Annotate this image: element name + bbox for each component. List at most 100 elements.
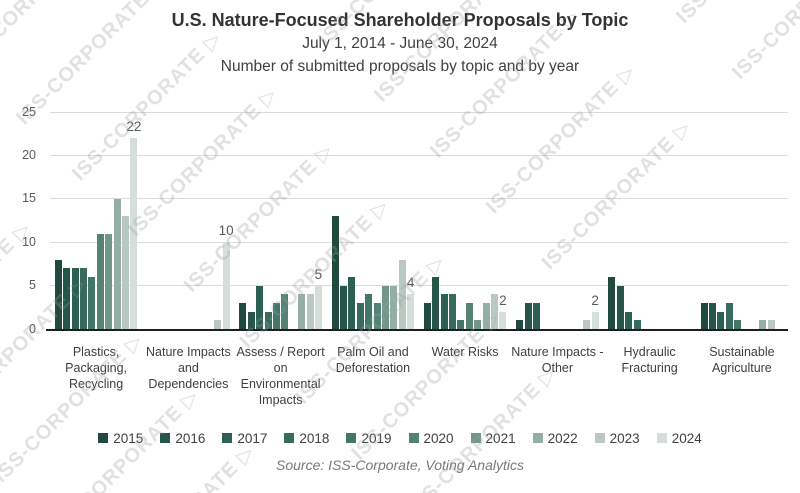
legend-item: 2016 (160, 431, 205, 446)
legend-swatch-2024 (656, 433, 667, 443)
bar-2015 (331, 216, 339, 329)
bar-2023 (122, 216, 129, 329)
legend-item: 2021 (470, 430, 516, 446)
y-axis-tick-label: 10 (22, 234, 36, 249)
bar-value-label: 5 (314, 266, 323, 282)
legend-year-label: 2021 (485, 430, 516, 446)
bar-2019 (457, 320, 465, 329)
bar-2018 (633, 320, 641, 329)
legend-year-label: 2017 (237, 430, 268, 446)
x-axis-category-label: Plastics, Packaging, Recycling (65, 345, 128, 391)
legend-year-label: 2022 (547, 430, 578, 446)
bar-2017 (532, 303, 540, 329)
bar-2017 (256, 285, 264, 329)
bar-2017 (348, 276, 356, 329)
legend-swatch-2023 (594, 433, 605, 443)
gridline (50, 241, 788, 243)
bar-2023 (306, 294, 314, 329)
bar-2016 (340, 285, 347, 329)
bar-2022 (113, 198, 121, 329)
bar-value-label: 2 (591, 292, 599, 308)
bar-value-label: 22 (126, 119, 142, 134)
bar-2016 (247, 311, 255, 329)
legend-year-label: 2019 (361, 430, 392, 446)
bar-2020 (465, 303, 473, 329)
x-axis-category-label: Water Risks (431, 345, 499, 359)
bar-2020 (373, 303, 381, 329)
bar-2019 (365, 294, 373, 329)
legend-swatch-2019 (346, 433, 357, 443)
chart-subtitle-date-range: July 1, 2014 - June 30, 2024 (302, 35, 498, 52)
bar-2017 (440, 294, 448, 329)
gridline (50, 154, 788, 156)
x-axis-category-label: Nature Impacts - Other (511, 345, 604, 375)
bar-2016 (709, 303, 716, 329)
bar-2018 (725, 303, 733, 329)
bar-2015 (700, 303, 708, 329)
bar-2016 (524, 303, 532, 329)
legend-item: 2023 (594, 430, 640, 446)
legend-swatch-2016 (160, 433, 171, 443)
legend-item: 2020 (408, 431, 454, 446)
gridline (50, 111, 788, 113)
bar-2023 (767, 320, 775, 329)
chart-title: U.S. Nature-Focused Shareholder Proposal… (171, 10, 629, 30)
bar-2022 (759, 320, 767, 329)
bar-2024 (222, 242, 230, 329)
bar-2024 (130, 138, 138, 329)
legend-item: 2018 (284, 431, 329, 446)
legend-year-label: 2018 (299, 430, 330, 446)
x-axis-category-label: Hydraulic Fracturing (621, 345, 678, 375)
bar-2023 (583, 320, 591, 329)
y-axis-tick-label: 20 (22, 147, 36, 162)
legend-year-label: 2016 (175, 430, 206, 446)
legend-item: 2015 (98, 431, 143, 446)
bar-2023 (491, 294, 498, 329)
y-axis-tick-label: 0 (29, 321, 36, 336)
bar-2020 (281, 294, 289, 329)
bar-2024 (499, 311, 507, 329)
bar-2023 (214, 320, 222, 329)
bar-2016 (63, 268, 71, 329)
bar-2021 (474, 320, 482, 329)
x-axis-category-label: Assess / Report on Environmental Impacts (236, 345, 325, 407)
bar-2015 (239, 303, 247, 329)
bar-2017 (717, 311, 725, 329)
legend-swatch-2018 (284, 433, 295, 443)
bar-2015 (516, 320, 524, 329)
legend-swatch-2022 (532, 433, 543, 443)
bar-2019 (272, 303, 280, 329)
bar-2016 (432, 276, 440, 329)
chart-subtitle-description: Number of submitted proposals by topic a… (220, 58, 580, 75)
x-axis-category-label: Sustainable Agriculture (709, 345, 775, 375)
x-axis-category-label: Palm Oil and Deforestation (335, 345, 411, 375)
legend-year-label: 2023 (609, 430, 640, 446)
bar-2024 (591, 311, 599, 329)
bar-2017 (71, 268, 79, 329)
bar-2015 (608, 276, 616, 329)
bar-2022 (390, 285, 398, 329)
gridline (50, 198, 788, 200)
bar-2018 (264, 311, 272, 329)
bar-2022 (298, 294, 306, 329)
legend-swatch-2020 (408, 433, 419, 443)
bar-2019 (88, 276, 96, 329)
bar-value-label: 2 (499, 292, 507, 308)
x-axis-category-label: Nature Impacts and Dependencies (146, 345, 231, 391)
bar-2023 (398, 259, 406, 329)
bar-2019 (734, 320, 742, 329)
legend-item: 2017 (222, 431, 267, 446)
legend-swatch-2015 (98, 433, 109, 443)
bar-2018 (356, 303, 364, 329)
x-axis-line (46, 328, 788, 331)
legend-item: 2019 (346, 430, 392, 446)
bar-2021 (105, 233, 113, 329)
legend-swatch-2017 (222, 433, 233, 443)
y-axis-tick-label: 5 (29, 278, 36, 293)
legend-year-label: 2015 (113, 430, 144, 446)
bar-2024 (407, 294, 415, 329)
bar-2015 (54, 259, 62, 329)
bar-2024 (314, 285, 322, 329)
